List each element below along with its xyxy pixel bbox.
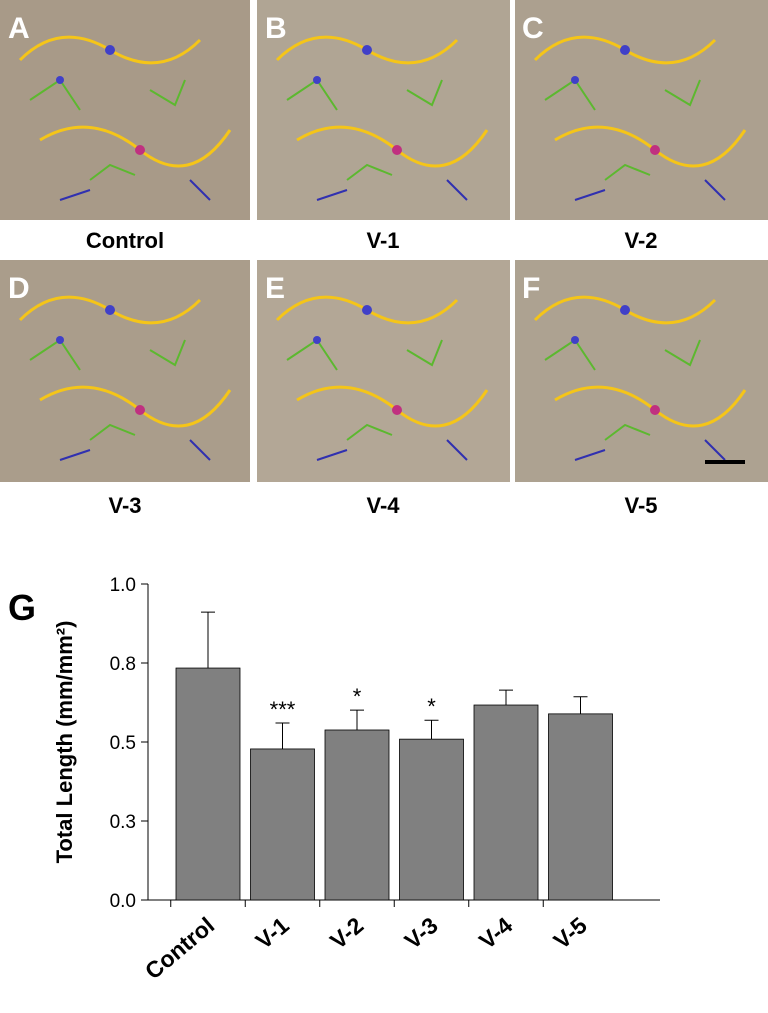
error-bar [201,611,215,669]
panel-caption: V-5 [624,493,657,518]
image-panels: A B C D E F Control V-1 V-2 V-3 V-4 V-5 [0,0,768,518]
panel-letter: E [265,272,285,305]
x-tick-label: V-5 [549,912,592,954]
significance-label: * [353,684,362,709]
x-tick-label: V-4 [474,912,517,954]
error-bar [275,722,290,749]
panel-caption: V-4 [366,493,400,518]
bar [473,704,539,901]
error-bar [350,709,364,730]
error-bar [573,696,588,714]
micrograph [257,260,510,482]
micrograph [257,0,510,220]
scale-bar [705,460,745,464]
error-bar [499,689,513,706]
y-tick-label: 0.5 [110,733,136,754]
micrograph [0,0,250,220]
x-tick-label: V-2 [325,912,368,954]
y-tick-label: 0.0 [110,891,136,912]
panel-caption: Control [86,228,164,253]
error-bar [424,719,439,740]
bar [324,729,390,901]
significance-label: * [427,694,436,719]
panel-letter: B [265,12,287,45]
panel-letter: G [8,587,36,628]
panel-letter: D [8,272,30,305]
panel-caption: V-2 [624,228,657,253]
bar [548,713,613,901]
y-tick-label: 0.3 [110,812,136,833]
x-tick-label: V-1 [251,912,294,954]
y-tick-label: 1.0 [110,575,136,596]
bar [399,738,464,901]
panel-letter: C [522,12,544,45]
x-tick-label: Control [140,912,219,984]
y-tick-label: 0.8 [110,654,136,675]
panel-caption: V-1 [366,228,399,253]
bar [175,667,241,901]
panel-letter: A [8,12,30,45]
bar [250,748,315,901]
micrograph [515,0,768,220]
significance-label: *** [270,697,296,722]
y-axis-label: Total Length (mm/mm²) [52,621,77,864]
panel-caption: V-3 [108,493,141,518]
x-tick-label: V-3 [400,912,443,954]
micrograph [0,260,250,482]
micrograph [515,260,768,482]
panel-letter: F [522,272,540,305]
